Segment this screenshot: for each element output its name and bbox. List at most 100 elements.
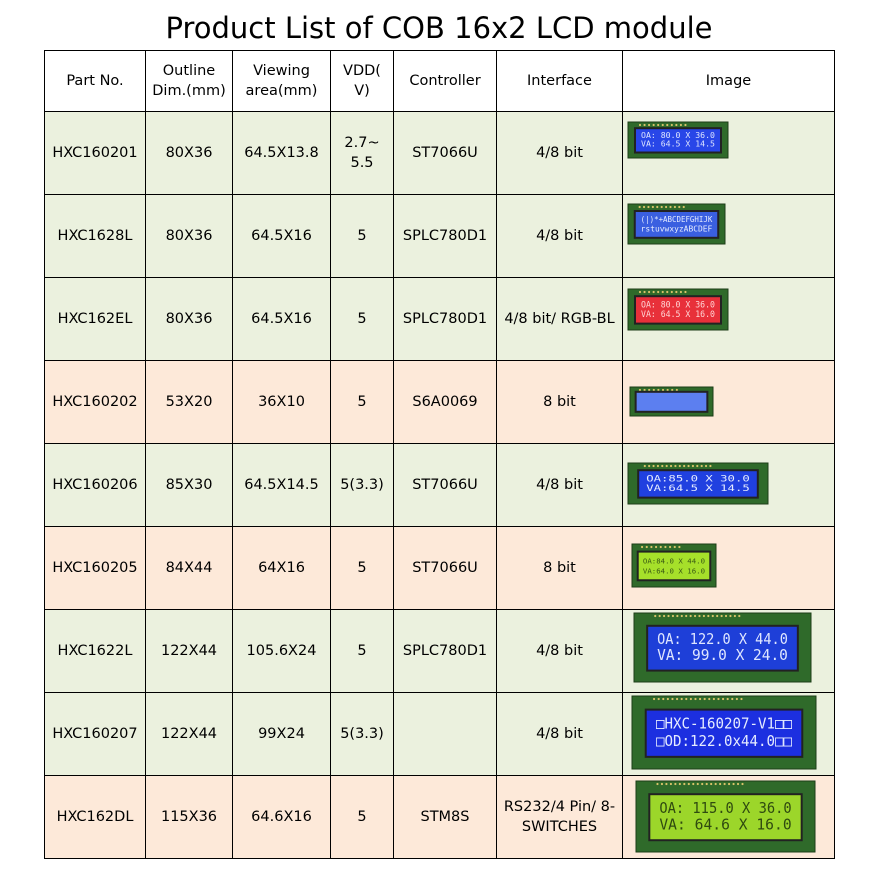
cell: 85X30 [145, 443, 233, 527]
cell: HXC162DL [44, 775, 146, 859]
pin [657, 290, 660, 294]
lcd-line: □HXC-160207-V1□□ [656, 715, 793, 733]
image-cell: OA: 115.0 X 36.0 VA: 64.6 X 16.0 [622, 775, 835, 859]
pin [643, 123, 646, 127]
cell: 105.6X24 [232, 609, 331, 693]
cell: 80X36 [145, 194, 233, 278]
pin [662, 697, 665, 701]
pin [658, 614, 661, 618]
module-screen [636, 129, 720, 152]
table-row: HXC160202 53X20 36X10 5 S6A0069 8 bit [44, 360, 835, 444]
cell: 4/8 bit [496, 194, 623, 278]
pin [643, 388, 646, 392]
pin [736, 782, 740, 786]
cell: HXC1622L [44, 609, 146, 693]
pin [656, 782, 659, 786]
pin [716, 614, 719, 618]
column-header: Image [622, 50, 835, 112]
module-screen [650, 795, 801, 840]
image-cell: □HXC-160207-V1□□ □OD:122.0x44.0□□ [622, 692, 835, 776]
cell: 115X36 [145, 775, 233, 859]
pin [675, 290, 678, 294]
pin [664, 545, 667, 549]
lcd-line: VA: 64.5 X 16.0 [641, 309, 715, 319]
table-row: HXC160206 85X30 64.5X14.5 5(3.3) ST7066U 4/8 … [44, 443, 835, 527]
cell: 5(3.3) [330, 692, 394, 776]
lcd-line: OA:85.0 X 30.0 [646, 473, 750, 484]
pin [703, 697, 706, 701]
lcd-line: □OD:122.0x44.0□□ [656, 732, 793, 750]
cell: 8 bit [496, 360, 623, 444]
pin [705, 782, 708, 786]
pin [647, 205, 650, 209]
pin [689, 697, 692, 701]
pin [671, 388, 674, 392]
image-cell: OA:85.0 X 30.0 VA:64.5 X 14.5 [622, 443, 835, 527]
cell: 4/8 bit [496, 111, 623, 195]
module-screen [648, 626, 797, 670]
pin [668, 545, 672, 549]
pin [678, 782, 681, 786]
lcd-line: OA: 80.0 X 36.0 [641, 131, 715, 140]
pin [652, 464, 655, 468]
pin [661, 290, 664, 294]
pin [687, 782, 690, 786]
product-table: Part No. Outline Dim.(mm) Viewing area(mm)… [44, 50, 835, 859]
lcd-line: VA:64.0 X 16.0 [643, 566, 705, 575]
column-header: Part No. [44, 50, 146, 112]
cell: 80X36 [145, 277, 233, 361]
lcd-line: VA: 64.6 X 16.0 [659, 816, 791, 834]
pin [643, 464, 646, 468]
pin [654, 545, 658, 549]
pin [647, 290, 651, 294]
pin [712, 697, 715, 701]
cell: SPLC780D1 [393, 277, 497, 361]
cell: 84X44 [145, 526, 233, 610]
module-image: OA: 115.0 X 36.0VA: 64.6 X 16.0 [635, 780, 816, 853]
cell: 5 [330, 609, 394, 693]
pin [638, 388, 642, 392]
module-image: OA: 80.0 X 36.0VA: 64.5 X 16.0 [627, 288, 729, 331]
pin [669, 782, 673, 786]
cell: 64.6X16 [232, 775, 331, 859]
pin [667, 614, 670, 618]
pin [652, 290, 655, 294]
pin [648, 464, 651, 468]
pin [723, 782, 726, 786]
cell: ST7066U [393, 526, 497, 610]
pin [738, 614, 741, 618]
cell: SPLC780D1 [393, 194, 497, 278]
pin [707, 614, 710, 618]
cell: 64.5X13.8 [232, 111, 331, 195]
pin [679, 123, 683, 127]
pin [680, 614, 683, 618]
cell: 64.5X16 [232, 277, 331, 361]
pin [665, 464, 668, 468]
pin [638, 290, 642, 294]
cell: 122X44 [145, 692, 233, 776]
pin [676, 614, 679, 618]
cell: ST7066U [393, 443, 497, 527]
cell [393, 692, 497, 776]
cell: 4/8 bit [496, 609, 623, 693]
pin [665, 782, 668, 786]
pin [732, 782, 735, 786]
image-cell: OA: 80.0 X 36.0 VA: 64.5 X 14.5 [622, 111, 835, 195]
pin [673, 205, 677, 209]
pin [660, 782, 664, 786]
table-row: HXC162DL 115X36 64.6X16 5 STM8S RS232/4 Pin/ … [44, 775, 835, 859]
pin [674, 782, 677, 786]
cell: STM8S [393, 775, 497, 859]
pin [710, 782, 713, 786]
pin [687, 464, 690, 468]
cell: 64.5X16 [232, 194, 331, 278]
column-header: Interface [496, 50, 623, 112]
cell: 64X16 [232, 526, 331, 610]
pin [674, 464, 677, 468]
cell: S6A0069 [393, 360, 497, 444]
pin [654, 614, 657, 618]
pin [656, 205, 659, 209]
pin [709, 464, 712, 468]
cell: HXC160206 [44, 443, 146, 527]
